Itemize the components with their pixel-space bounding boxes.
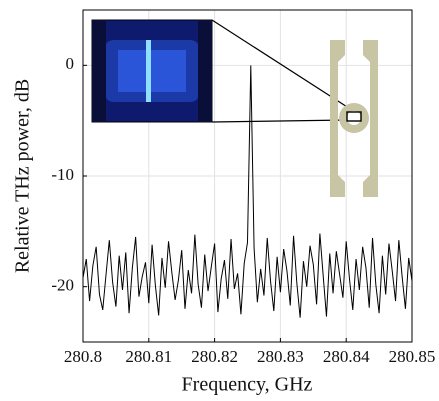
- y-tick-label: -10: [51, 165, 74, 184]
- y-axis-label: Relative THz power, dB: [12, 79, 34, 273]
- antenna-arm: [330, 40, 345, 197]
- x-tick-label: 280.83: [257, 347, 304, 366]
- photo-edge: [198, 20, 212, 122]
- zoom-line: [211, 119, 349, 123]
- photo-center: [118, 50, 186, 92]
- antenna-hole: [347, 111, 361, 125]
- x-tick-label: 280.81: [125, 347, 172, 366]
- spectrum-line: [82, 65, 413, 318]
- x-tick-label: 280.84: [323, 347, 370, 366]
- x-tick-label: 280.85: [389, 347, 436, 366]
- x-tick-label: 280.82: [191, 347, 238, 366]
- antenna-arm: [363, 40, 378, 197]
- zoom-box: [346, 111, 362, 122]
- y-tick-label: -20: [51, 276, 74, 295]
- antenna: [330, 40, 378, 197]
- y-tick-label: 0: [66, 54, 75, 73]
- photo-beam: [146, 40, 151, 102]
- photo-edge: [92, 20, 106, 122]
- x-axis-label: Frequency, GHz: [182, 374, 313, 396]
- x-tick-label: 280.8: [64, 347, 102, 366]
- inset-photo: [91, 19, 213, 123]
- plot: [82, 65, 413, 318]
